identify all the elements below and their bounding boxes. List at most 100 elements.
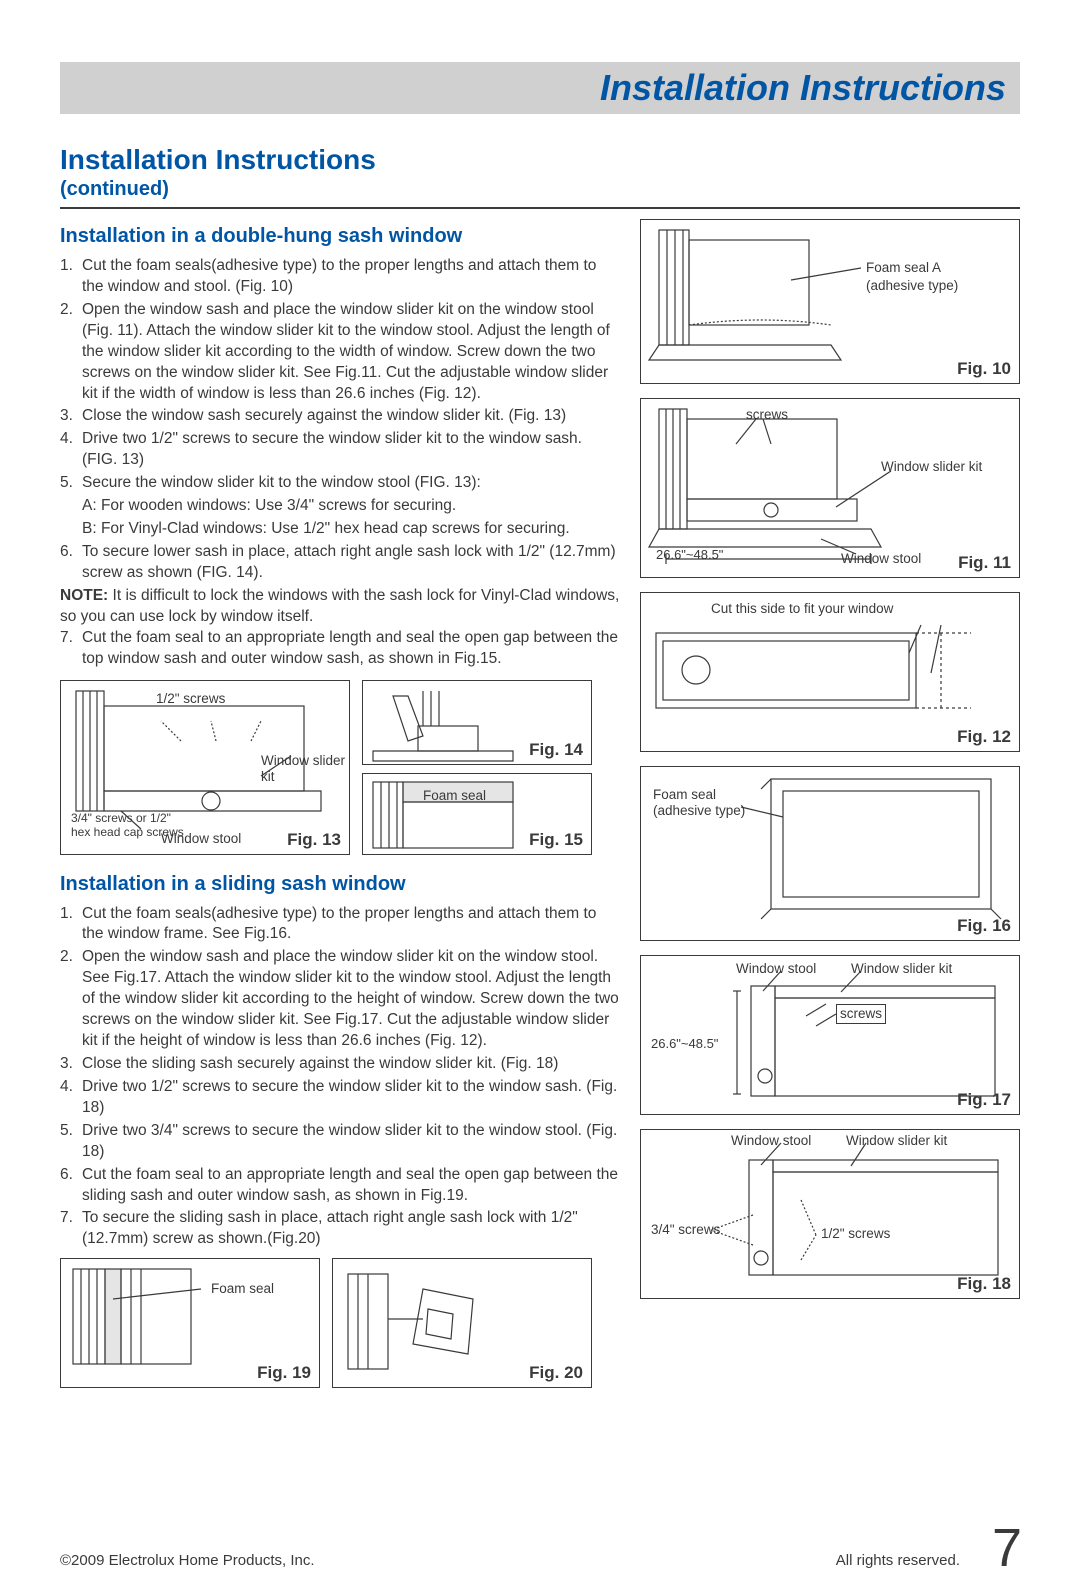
fig13-three: 3/4" screws or 1/2" hex head cap screws [71,811,191,840]
inline-figs-row2: Foam seal Fig. 19 Fig. 2 [60,1258,620,1388]
step-num: 5. [60,473,82,494]
step-text: Secure the window slider kit to the wind… [82,473,620,494]
fig20-label: Fig. 20 [529,1363,583,1383]
fig-12: Cut this side to fit your window Fig. 12 [640,592,1020,752]
step: 5.Secure the window slider kit to the wi… [60,473,620,494]
step-num [60,496,82,517]
step-num: 2. [60,300,82,405]
fig10-b: (adhesive type) [866,278,958,294]
step-text: B: For Vinyl-Clad windows: Use 1/2" hex … [82,519,620,540]
fig18-three: 3/4" screws [651,1222,720,1238]
step-text: A: For wooden windows: Use 3/4" screws f… [82,496,620,517]
fig-10: Foam seal A (adhesive type) Fig. 10 [640,219,1020,384]
step-num: 4. [60,429,82,471]
step-text: Close the window sash securely against t… [82,406,620,427]
fig11-kit: Window slider kit [881,459,982,475]
fig17-dim: 26.6"~48.5" [651,1036,718,1052]
step-num: 1. [60,256,82,298]
note-text: It is difficult to lock the windows with… [60,587,619,625]
fig12-label: Fig. 12 [957,727,1011,747]
fig13-label: Fig. 13 [287,830,341,850]
step-num: 3. [60,406,82,427]
step: 4.Drive two 1/2" screws to secure the wi… [60,1077,620,1119]
step-num: 2. [60,947,82,1052]
sliding-steps: 1.Cut the foam seals(adhesive type) to t… [60,904,620,1251]
step-text: Open the window sash and place the windo… [82,947,620,1052]
fig11-dim: 26.6"~48.5" [656,547,723,563]
step-num: 1. [60,904,82,946]
step: 2.Open the window sash and place the win… [60,947,620,1052]
fig17-label: Fig. 17 [957,1090,1011,1110]
step-num: 5. [60,1121,82,1163]
fig12-cut: Cut this side to fit your window [711,601,893,617]
fig-15: Foam seal Fig. 15 [362,773,592,855]
step: 1.Cut the foam seals(adhesive type) to t… [60,904,620,946]
step-num: 7. [60,1208,82,1250]
step-text: Drive two 1/2" screws to secure the wind… [82,1077,620,1119]
divider [60,207,1020,209]
double-hung-steps: 1.Cut the foam seals(adhesive type) to t… [60,256,620,584]
fig15-label: Fig. 15 [529,830,583,850]
section-sub: (continued) [60,178,1020,201]
step: 6.Cut the foam seal to an appropriate le… [60,1165,620,1207]
content: Installation Instructions (continued) In… [60,144,1020,1388]
sliding-heading: Installation in a sliding sash window [60,873,620,896]
fig15-foam: Foam seal [423,788,486,804]
fig19-label: Fig. 19 [257,1363,311,1383]
fig16-label: Fig. 16 [957,916,1011,936]
fig-14: Fig. 14 [362,680,592,765]
step-text: Cut the foam seals(adhesive type) to the… [82,904,620,946]
fig17-screws: screws [836,1004,886,1024]
fig18-label: Fig. 18 [957,1274,1011,1294]
step: 6.To secure lower sash in place, attach … [60,542,620,584]
fig-11: screws Window slider kit Window stool 26… [640,398,1020,578]
fig19-foam: Foam seal [211,1281,274,1297]
fig18-stool: Window stool [731,1133,811,1149]
fig14-label: Fig. 14 [529,740,583,760]
header-title: Installation Instructions [600,67,1006,109]
step-text: Cut the foam seal to an appropriate leng… [82,628,620,670]
step-text: Open the window sash and place the windo… [82,300,620,405]
fig-18: Window stool Window slider kit 3/4" scre… [640,1129,1020,1299]
fig-17: Window stool Window slider kit screws 26… [640,955,1020,1115]
step: 4.Drive two 1/2" screws to secure the wi… [60,429,620,471]
step-7: 7.Cut the foam seal to an appropriate le… [60,628,620,670]
fig17-kit: Window slider kit [851,961,952,977]
note-label: NOTE: [60,587,108,604]
step-text: To secure the sliding sash in place, att… [82,1208,620,1250]
step: A: For wooden windows: Use 3/4" screws f… [60,496,620,517]
left-column: Installation in a double-hung sash windo… [60,219,620,1388]
step-text: Cut the foam seal to an appropriate leng… [82,1165,620,1207]
step: 1.Cut the foam seals(adhesive type) to t… [60,256,620,298]
step-num: 7. [60,628,82,670]
fig-20: Fig. 20 [332,1258,592,1388]
fig11-screws: screws [746,407,788,423]
fig13-kit: Window slider kit [261,753,349,785]
right-column: Foam seal A (adhesive type) Fig. 10 [640,219,1020,1388]
step: 5.Drive two 3/4" screws to secure the wi… [60,1121,620,1163]
fig16-foam: Foam seal (adhesive type) [653,787,753,819]
fig11-stool: Window stool [841,551,921,567]
rights: All rights reserved. [836,1552,960,1569]
fig-16: Foam seal (adhesive type) Fig. 16 [640,766,1020,941]
step-text: Cut the foam seals(adhesive type) to the… [82,256,620,298]
step-num [60,519,82,540]
inline-figs-row1: 1/2" screws Window slider kit Window sto… [60,680,620,855]
fig18-half: 1/2" screws [821,1226,890,1242]
step-num: 4. [60,1077,82,1119]
fig10-label: Fig. 10 [957,359,1011,379]
step-text: To secure lower sash in place, attach ri… [82,542,620,584]
step: 3.Close the sliding sash securely agains… [60,1054,620,1075]
step: 2.Open the window sash and place the win… [60,300,620,405]
step: B: For Vinyl-Clad windows: Use 1/2" hex … [60,519,620,540]
step-num: 6. [60,1165,82,1207]
step: 3.Close the window sash securely against… [60,406,620,427]
footer: ©2009 Electrolux Home Products, Inc. All… [60,1552,1020,1569]
step-text: Close the sliding sash securely against … [82,1054,620,1075]
fig11-label: Fig. 11 [958,553,1011,573]
note-line: NOTE: It is difficult to lock the window… [60,586,620,628]
double-hung-heading: Installation in a double-hung sash windo… [60,225,620,248]
fig10-a: Foam seal A [866,260,941,276]
section-title: Installation Instructions [60,144,1020,176]
step-text: Drive two 3/4" screws to secure the wind… [82,1121,620,1163]
